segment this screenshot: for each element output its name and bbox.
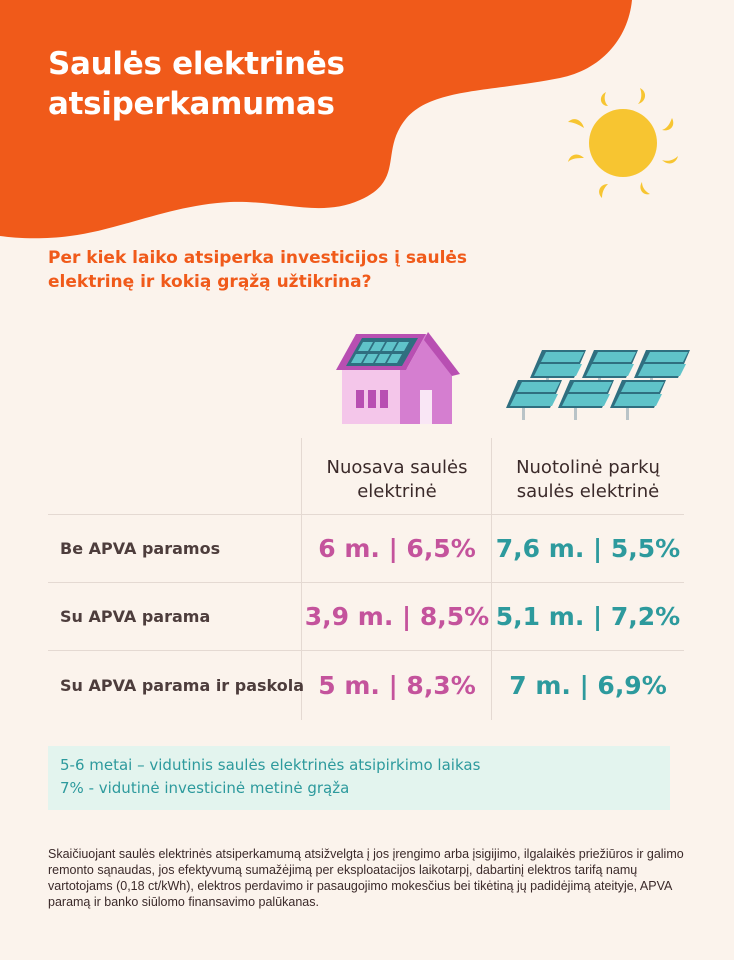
payback-table: Nuosava saulės elektrinė Nuotolinė parkų… [48, 438, 684, 720]
row-label: Su APVA parama ir paskola [60, 676, 305, 695]
sun-icon [568, 88, 678, 198]
house-solar-icon [336, 332, 460, 424]
footnote: Skaičiuojant saulės elektrinės atsiperka… [48, 847, 684, 909]
remote-value: 7,6 m. | 5,5% [495, 534, 681, 563]
column-header-remote: Nuotolinė parkų saulės elektrinė [492, 456, 684, 504]
column-header-own-line-2: elektrinė [357, 481, 437, 502]
summary-box: 5-6 metai – vidutinis saulės elektrinės … [48, 746, 670, 810]
column-divider [491, 438, 492, 720]
header-blob [0, 0, 632, 239]
remote-value: 7 m. | 6,9% [509, 671, 667, 700]
row-label: Be APVA paramos [60, 539, 221, 558]
row-label: Su APVA parama [60, 607, 211, 626]
subtitle-line-2: elektrinę ir kokią grąžą užtikrina? [48, 272, 372, 292]
column-divider [301, 438, 302, 720]
row-divider [48, 650, 684, 651]
summary-line-payback: 5-6 metai – vidutinis saulės elektrinės … [60, 756, 481, 774]
section-subtitle: Per kiek laiko atsiperka investicijos į … [48, 246, 488, 294]
page-title-line-2: atsiperkamumas [48, 86, 335, 122]
page-title-line-1: Saulės elektrinės [48, 46, 345, 82]
own-value: 5 m. | 8,3% [318, 671, 476, 700]
subtitle-line-1: Per kiek laiko atsiperka investicijos į … [48, 248, 468, 268]
remote-value: 5,1 m. | 7,2% [495, 602, 681, 631]
solar-park-icon [506, 350, 690, 420]
row-divider [48, 514, 684, 515]
page-title: Saulės elektrinės atsiperkamumas [48, 44, 345, 124]
summary-line-return: 7% - vidutinė investicinė metinė grąža [60, 779, 350, 797]
own-value: 6 m. | 6,5% [318, 534, 476, 563]
own-value: 3,9 m. | 8,5% [304, 602, 490, 631]
column-header-remote-line-2: saulės elektrinė [516, 481, 660, 502]
column-header-own-line-1: Nuosava saulės [326, 457, 468, 478]
column-header-remote-line-1: Nuotolinė parkų [516, 457, 660, 478]
column-header-own: Nuosava saulės elektrinė [302, 456, 492, 504]
row-divider [48, 582, 684, 583]
